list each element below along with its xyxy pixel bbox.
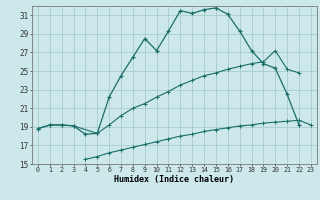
X-axis label: Humidex (Indice chaleur): Humidex (Indice chaleur): [115, 175, 234, 184]
